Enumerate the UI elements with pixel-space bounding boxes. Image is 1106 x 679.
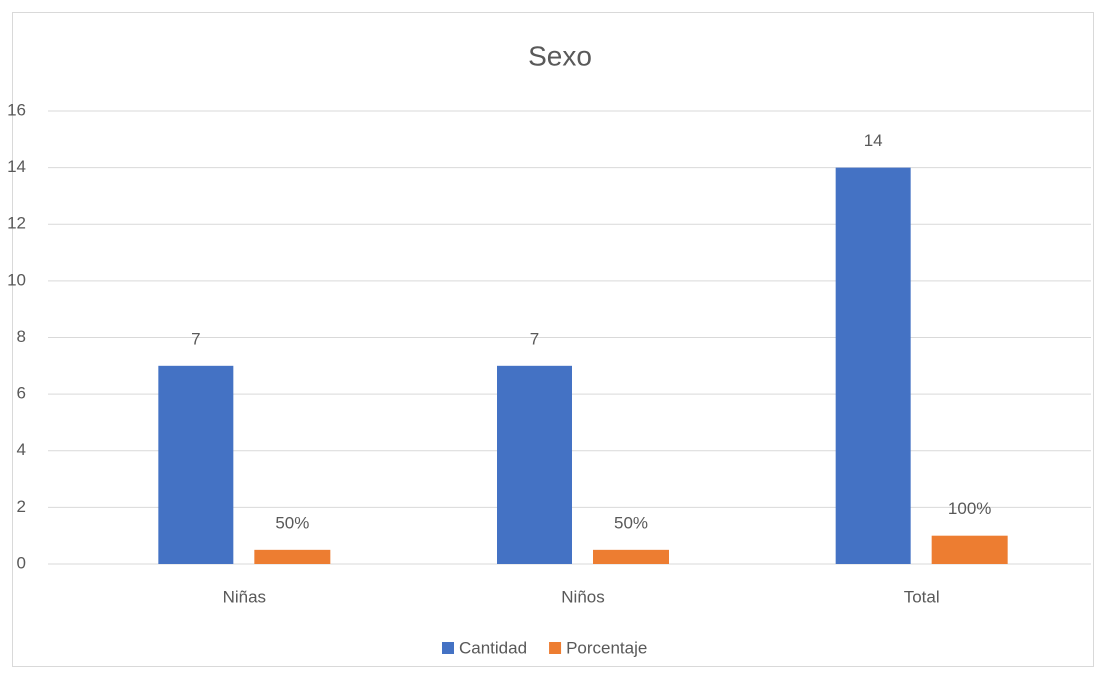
bar — [254, 549, 331, 564]
x-tick-label: Niñas — [223, 587, 266, 606]
data-label: 50% — [614, 513, 648, 532]
data-label: 7 — [530, 329, 539, 348]
bar — [835, 167, 911, 564]
y-tick-label: 8 — [17, 327, 26, 346]
legend-swatch — [549, 642, 562, 654]
bar — [158, 365, 234, 564]
y-tick-label: 10 — [7, 270, 26, 289]
data-label: 14 — [864, 131, 883, 150]
data-label: 100% — [948, 499, 991, 518]
x-tick-label: Total — [904, 587, 940, 606]
legend-swatch — [442, 642, 454, 654]
y-tick-label: 2 — [17, 497, 26, 516]
y-tick-label: 16 — [7, 100, 26, 119]
bar — [497, 365, 572, 564]
legend-label: Cantidad — [459, 638, 527, 657]
legend-label: Porcentaje — [566, 638, 647, 657]
bar — [593, 549, 669, 564]
y-tick-label: 12 — [7, 214, 26, 233]
y-tick-label: 6 — [17, 384, 26, 403]
x-tick-label: Niños — [561, 587, 604, 606]
y-tick-label: 0 — [17, 553, 26, 572]
chart-title: Sexo — [528, 40, 592, 71]
y-tick-label: 4 — [17, 440, 26, 459]
y-tick-label: 14 — [7, 157, 26, 176]
bar — [931, 535, 1008, 564]
data-label: 50% — [275, 513, 309, 532]
data-label: 7 — [191, 329, 200, 348]
